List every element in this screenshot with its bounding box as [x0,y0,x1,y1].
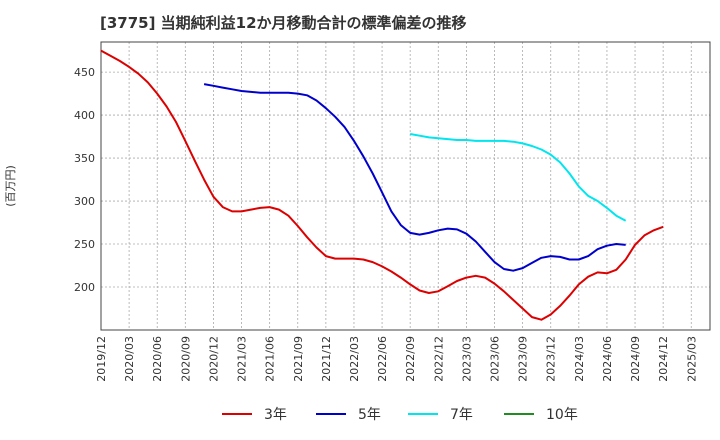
x-tick-label: 2024/12 [657,336,670,382]
x-tick-label: 2022/03 [348,336,361,382]
chart-title: [3775] 当期純利益12か月移動合計の標準偏差の推移 [100,14,467,32]
series-line-2 [203,83,626,272]
x-tick-label: 2024/03 [573,336,586,382]
plot-frame [100,41,711,331]
x-tick-label: 2021/03 [236,336,249,382]
series-line-1 [100,49,664,321]
legend-label-3: 7年 [450,407,473,423]
x-tick-label: 2020/03 [123,336,136,382]
x-tick-label: 2022/06 [376,336,389,382]
x-tick-label: 2020/06 [151,336,164,382]
y-tick-label: 250 [74,238,95,251]
y-axis-label: (百万円) [4,165,17,207]
x-tick-label: 2023/12 [545,336,558,382]
x-tick-label: 2019/12 [95,336,108,382]
x-tick-label: 2020/09 [179,336,192,382]
legend-label-4: 10年 [546,407,578,423]
y-tick-label: 200 [74,281,95,294]
y-tick-label: 300 [74,195,95,208]
x-tick-label: 2025/03 [685,336,698,382]
x-tick-label: 2020/12 [207,336,220,382]
legend-label-1: 3年 [264,407,287,423]
x-tick-label: 2023/06 [489,336,502,382]
x-tick-label: 2023/09 [517,336,530,382]
y-tick-label: 450 [74,66,95,79]
x-tick-label: 2022/12 [432,336,445,382]
axis-layer: 200 250 300 350 400 450 2019/12 2020/03 2020/06 2… [4,41,711,382]
x-tick-label: 2023/03 [460,336,473,382]
y-tick-label: 400 [74,109,95,122]
x-tick-label: 2021/09 [292,336,305,382]
series-line-3 [410,133,627,222]
x-tick-label: 2024/09 [629,336,642,382]
x-tick-label: 2021/12 [320,336,333,382]
series-layer [100,49,664,321]
grid-layer [100,42,710,330]
x-tick-label: 2024/06 [601,336,614,382]
x-tick-label: 2022/09 [404,336,417,382]
legend-label-2: 5年 [358,407,381,423]
y-tick-label: 350 [74,152,95,165]
x-tick-label: 2021/06 [264,336,277,382]
legend: 3年 5年 7年 10年 [222,407,578,423]
